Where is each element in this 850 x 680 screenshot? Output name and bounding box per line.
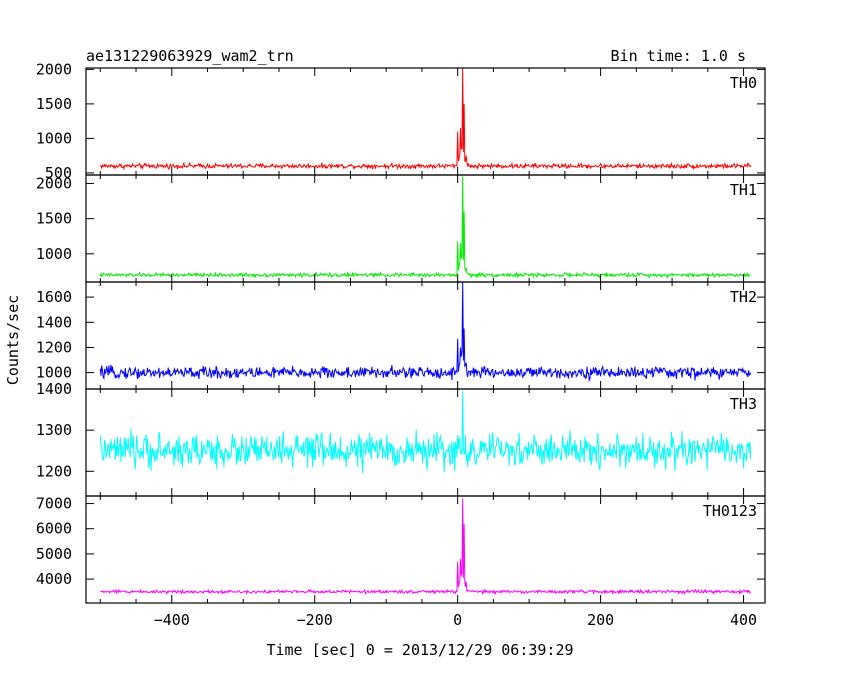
panel-th0: 500 1000 1500 2000 TH0	[36, 60, 766, 182]
x-tick-label: −400	[154, 611, 190, 629]
y-tick-label: 7000	[36, 495, 72, 513]
y-tick-label: 1000	[36, 129, 72, 147]
panel-th3: 1200 1300 1400 TH3	[36, 380, 766, 497]
panel-frame	[85, 174, 766, 283]
y-tick-label: 1400	[36, 380, 72, 398]
x-axis-label: Time [sec] 0 = 2013/12/29 06:39:29	[266, 641, 573, 659]
panel-th2: 1000 1200 1400 1600 TH2	[36, 281, 766, 390]
panel-th0123: 4000 5000 6000 7000 TH0123	[36, 495, 766, 604]
panel-label-th2: TH2	[730, 288, 757, 306]
panel-label-th3: TH3	[730, 395, 757, 413]
panel-frame	[85, 281, 766, 390]
series-th1-line	[99, 176, 751, 280]
y-tick-label: 1500	[36, 95, 72, 113]
panel-th1: 1000 1500 2000 TH1	[36, 174, 766, 283]
y-tick-label: 1000	[36, 245, 72, 263]
y-tick-label: 6000	[36, 520, 72, 538]
x-axis: −400 −200 0 200 400	[154, 611, 757, 629]
y-tick-label: 1000	[36, 364, 72, 382]
y-axis-label: Counts/sec	[4, 295, 22, 385]
y-tick-label: 1300	[36, 421, 72, 439]
panel-frame	[85, 495, 766, 604]
panel-label-th0123: TH0123	[703, 502, 757, 520]
y-tick-label: 1200	[36, 338, 72, 356]
x-tick-label: 0	[453, 611, 462, 629]
y-tick-label: 2000	[36, 60, 72, 78]
y-tick-label: 500	[45, 164, 72, 182]
panel-frame	[85, 67, 766, 176]
series-th0123-line	[100, 498, 751, 596]
y-tick-label: 5000	[36, 545, 72, 563]
x-tick-label: 400	[730, 611, 757, 629]
series-th2-line	[99, 281, 752, 383]
x-tick-label: −200	[297, 611, 333, 629]
y-tick-label: 1500	[36, 210, 72, 228]
y-tick-label: 2000	[36, 174, 72, 192]
y-tick-label: 1600	[36, 288, 72, 306]
y-tick-label: 1200	[36, 462, 72, 480]
panel-label-th1: TH1	[730, 181, 757, 199]
chart-title: ae131229063929_wam2_trn	[86, 47, 294, 65]
y-tick-label: 1400	[36, 313, 72, 331]
bin-time-label: Bin time: 1.0 s	[611, 47, 746, 65]
series-th0-line	[100, 67, 752, 171]
panel-label-th0: TH0	[730, 74, 757, 92]
y-tick-label: 4000	[36, 570, 72, 588]
series-th3-line	[99, 391, 752, 474]
x-tick-label: 200	[587, 611, 614, 629]
